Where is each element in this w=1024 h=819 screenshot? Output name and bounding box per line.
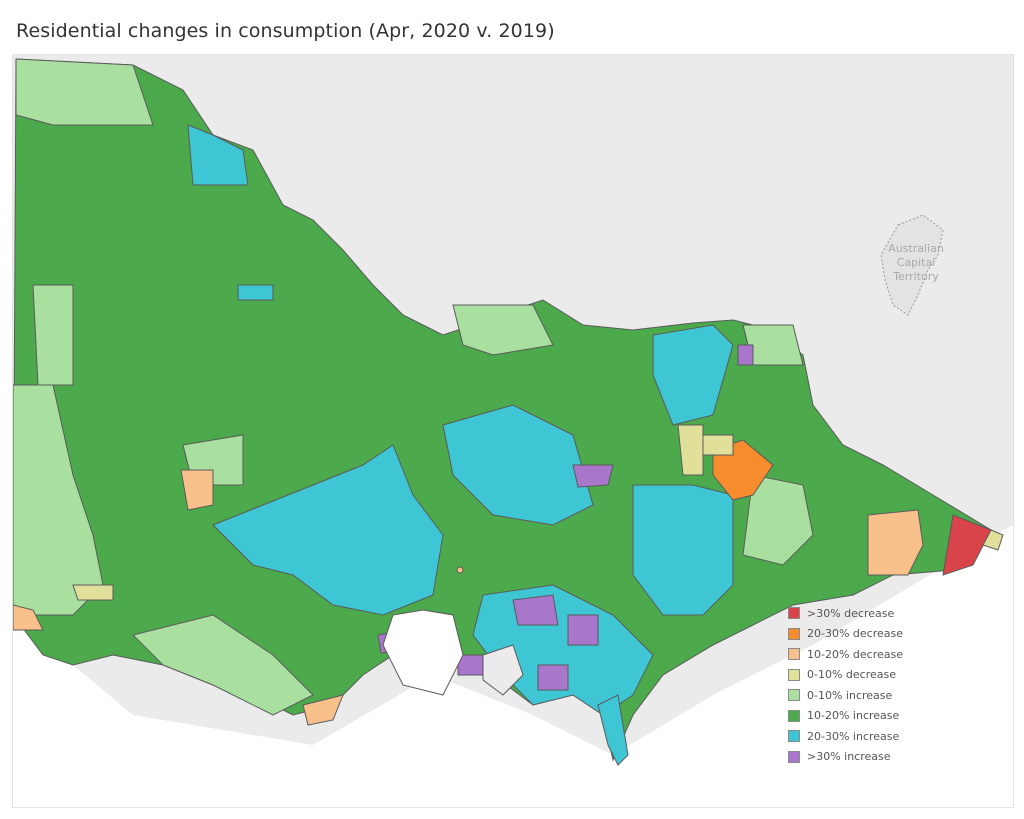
- chart-title: Residential changes in consumption (Apr,…: [16, 20, 555, 42]
- western-port: [482, 644, 524, 696]
- legend-label: >30% decrease: [807, 606, 895, 620]
- legend-item[interactable]: 20-30% increase: [788, 726, 903, 747]
- region[interactable]: [742, 474, 814, 566]
- legend-label: 10-20% decrease: [807, 647, 903, 661]
- region[interactable]: [72, 584, 114, 601]
- region[interactable]: [567, 614, 599, 646]
- legend-swatch: [788, 607, 800, 620]
- act-outline: [880, 214, 944, 316]
- region[interactable]: [982, 529, 1004, 551]
- region[interactable]: [13, 604, 44, 631]
- region[interactable]: [597, 694, 629, 766]
- legend-item[interactable]: >30% increase: [788, 747, 903, 768]
- legend-item[interactable]: 20-30% decrease: [788, 624, 903, 645]
- legend-label: 0-10% decrease: [807, 668, 896, 682]
- legend-swatch: [788, 709, 800, 722]
- region[interactable]: [572, 464, 614, 488]
- region[interactable]: [212, 444, 444, 616]
- region[interactable]: [180, 469, 214, 511]
- legend-item[interactable]: 10-20% increase: [788, 706, 903, 727]
- legend-swatch: [788, 627, 800, 640]
- legend-item[interactable]: 0-10% increase: [788, 685, 903, 706]
- legend-label: 10-20% increase: [807, 709, 900, 723]
- region[interactable]: [302, 694, 344, 726]
- legend-swatch: [788, 750, 800, 763]
- region[interactable]: [867, 509, 924, 576]
- region[interactable]: [187, 124, 249, 186]
- legend-swatch: [788, 648, 800, 661]
- legend-swatch: [788, 668, 800, 681]
- legend-swatch: [788, 730, 800, 743]
- act-label-line3: Territory: [892, 270, 939, 283]
- region[interactable]: [652, 324, 734, 426]
- region[interactable]: [132, 614, 314, 716]
- victoria-choropleth-map[interactable]: Australian Capital Territory: [13, 55, 1013, 807]
- legend: >30% decrease 20-30% decrease 10-20% dec…: [788, 603, 903, 767]
- region[interactable]: [15, 58, 154, 126]
- legend-label: >30% increase: [807, 750, 891, 764]
- region[interactable]: [537, 664, 569, 691]
- region[interactable]: [737, 344, 754, 366]
- legend-swatch: [788, 689, 800, 702]
- port-phillip-bay: [382, 609, 464, 696]
- legend-label: 20-30% increase: [807, 729, 900, 743]
- sea: [13, 525, 1013, 807]
- region[interactable]: [237, 284, 274, 301]
- legend-label: 20-30% decrease: [807, 627, 903, 641]
- map-view[interactable]: Australian Capital Territory: [12, 54, 1014, 808]
- region[interactable]: [942, 514, 992, 576]
- region[interactable]: [632, 484, 734, 616]
- region[interactable]: [452, 304, 554, 356]
- legend-item[interactable]: 0-10% decrease: [788, 665, 903, 686]
- legend-item[interactable]: >30% decrease: [788, 603, 903, 624]
- region[interactable]: [512, 594, 559, 626]
- legend-item[interactable]: 10-20% decrease: [788, 644, 903, 665]
- region[interactable]: [442, 404, 594, 526]
- legend-label: 0-10% increase: [807, 688, 893, 702]
- act-label-line2: Capital: [897, 256, 936, 269]
- melbourne-cbd-marker[interactable]: [456, 566, 464, 574]
- region[interactable]: [702, 434, 734, 456]
- region[interactable]: [677, 424, 704, 476]
- region[interactable]: [32, 284, 74, 386]
- act-label-line1: Australian: [888, 242, 944, 255]
